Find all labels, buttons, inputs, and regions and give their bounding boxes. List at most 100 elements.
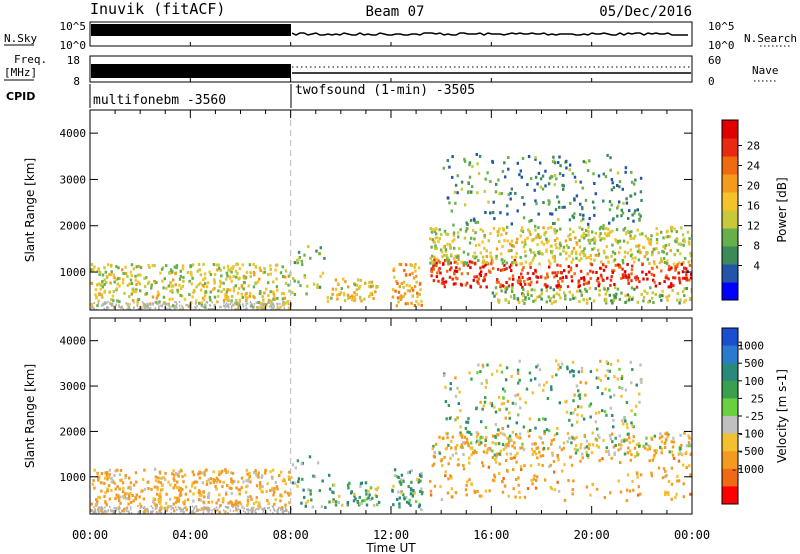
scatter-region (291, 245, 330, 303)
colorbar-label: Power [dB] (775, 177, 789, 242)
x-tick-label: 08:00 (273, 528, 309, 542)
colorbar-tick-label: 28 (747, 140, 760, 153)
colorbar-tick-label: 25 (751, 392, 764, 405)
cpid-segment-1: multifonebm -3560 (93, 93, 226, 108)
colorbar-tick-label: 20 (747, 180, 760, 193)
colorbar-swatch (722, 264, 738, 283)
colorbar-swatch (722, 174, 738, 193)
colorbar-frame (721, 119, 739, 301)
date-title: 05/Dec/2016 (599, 4, 692, 20)
cpid-label: CPID (6, 90, 35, 103)
freq-label-line2: [MHz] (4, 66, 37, 79)
freq-tick-top: 18 (67, 54, 80, 67)
x-tick-label: 20:00 (574, 528, 610, 542)
colorbar-swatch (722, 282, 738, 301)
heatmap-cells (90, 153, 692, 310)
colorbar-swatch (722, 398, 738, 417)
beam-title: Beam 07 (365, 4, 424, 20)
nsky-tick-bottom: 10^0 (60, 39, 87, 52)
cpid-panel: CPID multifonebm -3560 twofsound (1-min)… (6, 83, 475, 108)
x-tick-label: 12:00 (373, 528, 409, 542)
scatter-region (328, 481, 381, 507)
nsky-tick-top: 10^5 (60, 20, 87, 33)
colorbar-tick-label: -500 (738, 445, 765, 458)
freq-panel: Freq. [MHz] 18 8 60 0 Nave (4, 53, 779, 88)
colorbar-tick-label: 12 (747, 220, 760, 233)
colorbar-swatch (722, 380, 738, 399)
scatter-region (291, 455, 331, 509)
nsearch-tick-top: 10^5 (708, 20, 735, 33)
y-tick-label: 2000 (60, 220, 87, 233)
colorbar-tick-label: -25 (744, 410, 764, 423)
plot-frame (89, 317, 693, 515)
nsearch-label: N.Search (744, 32, 797, 45)
scatter-region (391, 262, 423, 308)
colorbar-swatch (722, 228, 738, 247)
colorbar-tick-label: 1000 (738, 340, 765, 353)
colorbar-swatch (722, 120, 738, 139)
x-axis-label: Time UT (365, 541, 416, 554)
nave-tick-top: 60 (708, 54, 721, 67)
x-tick-label: 16:00 (473, 528, 509, 542)
colorbar-swatch (722, 138, 738, 157)
x-tick-label: 00:00 (72, 528, 108, 542)
colorbar-tick-label: 500 (744, 357, 764, 370)
colorbar-swatch (722, 468, 738, 487)
colorbar-swatch (722, 363, 738, 382)
heatmap-cells (90, 359, 692, 514)
scatter-region (90, 262, 292, 310)
scatter-region (491, 286, 692, 305)
scatter-region (442, 153, 643, 228)
freq-tick-bottom: 8 (73, 75, 80, 88)
y-axis-label: Slant Range [km] (23, 158, 37, 262)
cpid-segment-2: twofsound (1-min) -3505 (295, 83, 475, 98)
y-axis-label: Slant Range [km] (23, 364, 37, 468)
colorbar-swatch (722, 345, 738, 364)
colorbar-swatch (722, 451, 738, 470)
scatter-region (429, 454, 692, 503)
nsearch-tick-bottom: 10^0 (708, 39, 735, 52)
colorbar-swatch (722, 192, 738, 211)
colorbar-tick-label: 4 (753, 260, 760, 273)
nsky-dense-block (91, 24, 291, 36)
y-tick-label: 3000 (60, 173, 87, 186)
scatter-region (431, 431, 692, 458)
scatter-region (430, 258, 518, 289)
scatter-region (516, 262, 692, 289)
freq-dense-block (91, 64, 291, 78)
station-title: Inuvik (fitACF) (90, 0, 225, 18)
colorbar-tick-label: -1000 (731, 463, 764, 476)
colorbar-swatch (722, 433, 738, 452)
nsky-label: N.Sky (4, 32, 37, 45)
nsky-panel: N.Sky 10^5 10^0 10^5 10^0 N.Search (4, 20, 797, 52)
colorbar: 4 8 12 16 20 24 28 Power [dB] (721, 119, 789, 301)
colorbar-swatch (722, 416, 738, 435)
y-tick-label: 3000 (60, 380, 87, 393)
colorbar-swatch (722, 486, 738, 505)
y-tick-label: 4000 (60, 335, 87, 348)
freq-label-line1: Freq. (14, 53, 47, 66)
colorbar-swatch (722, 210, 738, 229)
colorbar-swatch (722, 328, 738, 347)
nave-label: Nave (752, 64, 779, 77)
y-tick-label: 1000 (60, 471, 87, 484)
colorbar-tick-label: -100 (738, 428, 765, 441)
colorbar-swatch (722, 246, 738, 265)
scatter-region (330, 277, 379, 303)
y-tick-label: 2000 (60, 425, 87, 438)
colorbar-tick-label: 16 (747, 200, 760, 213)
colorbar-tick-label: 24 (747, 160, 761, 173)
scatter-region (391, 468, 424, 511)
colorbar-tick-label: 8 (753, 240, 760, 253)
colorbar-swatch (722, 156, 738, 175)
scatter-region (90, 467, 293, 514)
colorbar: 1000 500 100 25 -25 -100 -500 -1000 Velocity [m … (721, 327, 789, 505)
nave-tick-bottom: 0 (708, 75, 715, 88)
colorbar-label: Velocity [m s-1] (775, 369, 789, 463)
scatter-region (442, 359, 643, 435)
y-tick-label: 1000 (60, 266, 87, 279)
power-panel: 1000 2000 3000 4000 Slant Range [km] 4 8 12 16 20… (23, 109, 789, 311)
scatter-region (429, 225, 692, 266)
